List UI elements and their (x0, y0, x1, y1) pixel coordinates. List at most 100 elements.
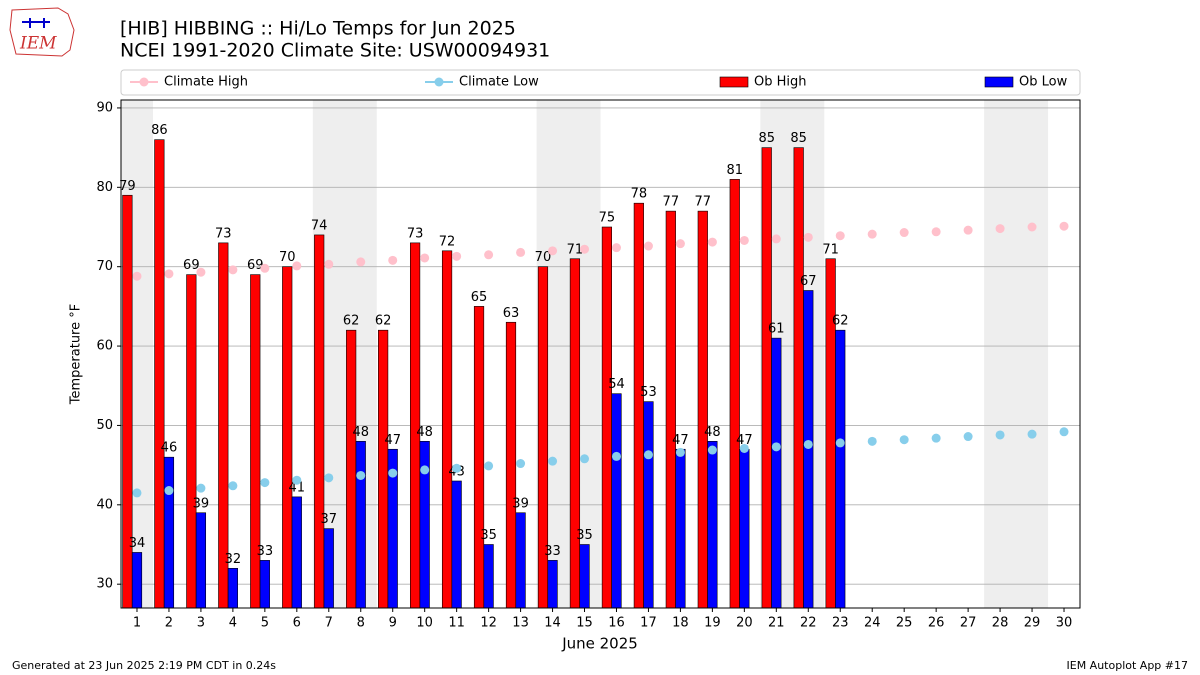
bar (825, 258, 836, 609)
x-tick-label: 9 (389, 616, 397, 631)
legend-box (120, 69, 1081, 96)
chart-title: [HIB] HIBBING :: Hi/Lo Temps for Jun 202… (120, 18, 516, 40)
bar-value-label: 35 (576, 528, 593, 543)
bar (643, 401, 654, 609)
bar (291, 496, 302, 609)
line-marker (643, 450, 653, 460)
y-tick-label: 30 (96, 577, 113, 592)
line-marker (324, 259, 334, 269)
bar-value-label: 62 (832, 314, 849, 329)
x-axis-label: June 2025 (561, 635, 638, 653)
line-marker (452, 251, 462, 261)
x-tick-label: 26 (928, 616, 945, 631)
line-marker (548, 246, 558, 256)
bar-value-label: 37 (321, 512, 338, 527)
bar-value-label: 78 (631, 187, 648, 202)
bar-value-label: 71 (567, 242, 584, 257)
bar (473, 306, 485, 609)
line-marker (835, 438, 845, 448)
bar (611, 393, 622, 609)
bar (259, 560, 270, 609)
line-marker (484, 250, 494, 260)
bar-value-label: 75 (599, 211, 616, 226)
line-marker (995, 224, 1005, 234)
x-tick-label: 14 (544, 616, 561, 631)
x-tick-label: 13 (512, 616, 529, 631)
bar (697, 210, 708, 609)
line-marker (803, 439, 813, 449)
bar-value-label: 47 (672, 433, 689, 448)
x-tick-label: 19 (704, 616, 721, 631)
line-marker (963, 225, 973, 235)
legend-swatch (984, 76, 1014, 88)
line-marker (388, 255, 398, 265)
bar-value-label: 61 (768, 322, 785, 337)
line-marker (356, 470, 366, 480)
line-marker (1027, 429, 1037, 439)
x-tick-label: 11 (448, 616, 465, 631)
bar-value-label: 35 (480, 528, 497, 543)
bar-value-label: 47 (384, 433, 401, 448)
bar-value-label: 39 (512, 496, 529, 511)
bar (675, 448, 686, 609)
bar (163, 456, 175, 609)
bar (771, 337, 782, 609)
bar (505, 321, 517, 609)
line-marker (164, 269, 174, 279)
line-marker (260, 263, 270, 273)
bar-value-label: 79 (119, 179, 136, 194)
bar (154, 139, 165, 609)
x-tick-label: 1 (133, 616, 141, 631)
bar (451, 480, 462, 609)
bar-value-label: 70 (279, 250, 296, 265)
line-marker (484, 461, 494, 471)
bar (761, 147, 772, 609)
bar-value-label: 48 (704, 425, 721, 440)
bar-value-label: 32 (225, 552, 242, 567)
line-marker (452, 463, 462, 473)
x-tick-label: 27 (960, 616, 977, 631)
plot-frame (120, 99, 1081, 609)
line-marker (899, 435, 909, 445)
bar-value-label: 70 (535, 250, 552, 265)
line-marker (643, 241, 653, 251)
legend-label: Ob Low (1019, 75, 1068, 90)
x-tick-label: 24 (864, 616, 881, 631)
x-tick-label: 23 (832, 616, 849, 631)
x-tick-label: 8 (357, 616, 365, 631)
line-marker (548, 456, 558, 466)
x-tick-label: 18 (672, 616, 689, 631)
line-marker (420, 465, 430, 475)
line-marker (707, 237, 717, 247)
bar (579, 544, 590, 609)
bar (131, 552, 143, 609)
y-tick-label: 70 (96, 259, 113, 274)
x-tick-label: 29 (1024, 616, 1041, 631)
line-marker (580, 454, 590, 464)
legend-marker (139, 77, 149, 87)
logo: IEM (9, 7, 75, 57)
x-tick-label: 6 (293, 616, 301, 631)
legend-swatch (719, 76, 749, 88)
bar-value-label: 48 (416, 425, 433, 440)
x-tick-label: 16 (608, 616, 625, 631)
bar-value-label: 34 (129, 536, 146, 551)
bar-value-label: 72 (439, 234, 456, 249)
bar-value-label: 77 (663, 195, 680, 210)
line-marker (707, 445, 717, 455)
footer-left: Generated at 23 Jun 2025 2:19 PM CDT in … (12, 659, 276, 672)
line-marker (420, 253, 430, 263)
legend-label: Climate Low (459, 75, 539, 90)
bar-value-label: 71 (822, 242, 839, 257)
line-marker (739, 235, 749, 245)
logo-text: IEM (19, 34, 57, 54)
bar-value-label: 67 (800, 274, 817, 289)
line-marker (164, 486, 174, 496)
line-marker (292, 475, 302, 485)
line-marker (835, 231, 845, 241)
bar (355, 441, 366, 609)
x-tick-label: 22 (800, 616, 817, 631)
bar-value-label: 69 (247, 258, 264, 273)
weekend-shade (984, 100, 1049, 608)
